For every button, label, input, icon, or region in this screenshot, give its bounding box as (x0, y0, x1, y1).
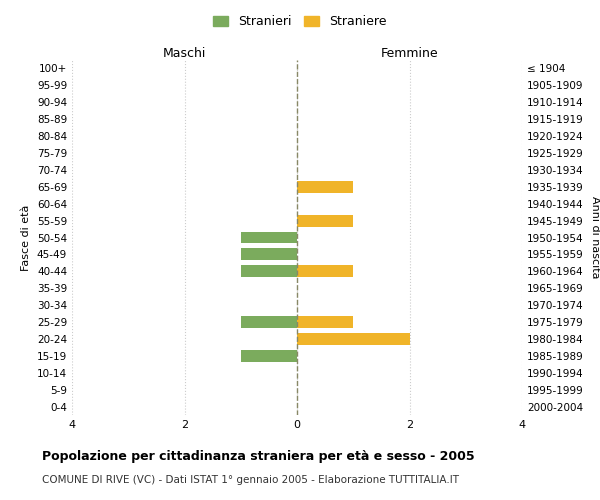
Bar (241, 248, 297, 260)
Bar (241, 266, 297, 277)
Text: Femmine: Femmine (380, 47, 439, 60)
Bar (297, 266, 353, 277)
Text: Maschi: Maschi (163, 47, 206, 60)
Bar (241, 316, 297, 328)
Bar (297, 181, 353, 192)
Y-axis label: Anni di nascita: Anni di nascita (590, 196, 600, 279)
Legend: Stranieri, Straniere: Stranieri, Straniere (209, 11, 391, 32)
Bar (297, 214, 353, 226)
Bar (241, 350, 297, 362)
Text: COMUNE DI RIVE (VC) - Dati ISTAT 1° gennaio 2005 - Elaborazione TUTTITALIA.IT: COMUNE DI RIVE (VC) - Dati ISTAT 1° genn… (42, 475, 459, 485)
Y-axis label: Fasce di età: Fasce di età (22, 204, 31, 270)
Text: Popolazione per cittadinanza straniera per età e sesso - 2005: Popolazione per cittadinanza straniera p… (42, 450, 475, 463)
Bar (297, 316, 353, 328)
Bar (297, 333, 409, 345)
Bar (241, 232, 297, 243)
